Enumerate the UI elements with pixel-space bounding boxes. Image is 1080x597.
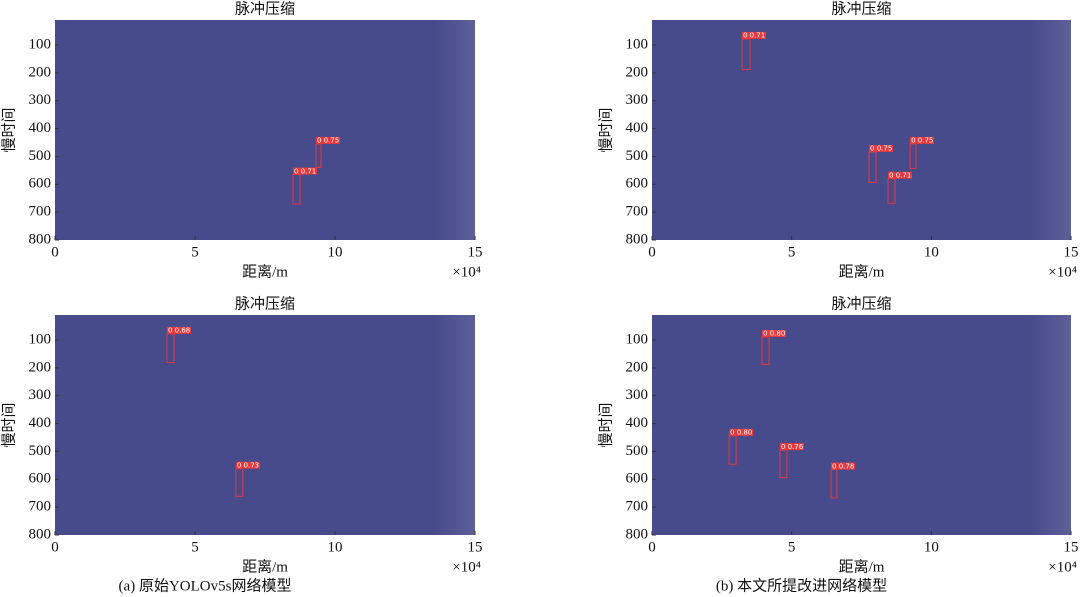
- y-axis-label: 慢时间: [0, 107, 17, 152]
- x-tick-label: 15: [468, 244, 483, 260]
- y-tick-label: 100: [626, 37, 649, 53]
- x-axis-label: 距离/m: [242, 263, 288, 280]
- y-tick-label: 400: [29, 415, 52, 431]
- x-tick-label: 10: [924, 539, 939, 555]
- x-tick-label: 15: [1064, 244, 1079, 260]
- x-tick-label: 0: [648, 539, 656, 555]
- y-tick-label: 600: [626, 176, 649, 192]
- y-tick-label: 600: [29, 471, 52, 487]
- box-label-bg: [235, 461, 260, 469]
- y-tick-label: 500: [29, 148, 52, 164]
- x-tick-label: 15: [468, 539, 483, 555]
- y-axis-label: 慢时间: [0, 402, 17, 447]
- x-tick-label: 0: [648, 244, 656, 260]
- x-tick-label: 5: [191, 539, 199, 555]
- x-axis-label: 距离/m: [839, 263, 885, 280]
- y-tick-label: 500: [29, 443, 52, 459]
- box-label-bg: [729, 428, 754, 436]
- box-label: 0 0.71: [294, 167, 316, 175]
- box-label-bg: [315, 136, 340, 144]
- y-tick-label: 300: [29, 387, 52, 403]
- y-tick-label: 200: [626, 359, 649, 375]
- y-tick-label: 800: [29, 526, 52, 542]
- box-label: 0 0.71: [889, 171, 911, 179]
- y-tick-label: 500: [626, 443, 649, 459]
- box-label: 0 0.78: [832, 462, 854, 470]
- y-tick-label: 100: [29, 332, 52, 348]
- y-tick-label: 700: [626, 499, 649, 515]
- box-label: 0 0.68: [168, 327, 190, 335]
- x-multiplier: ×10⁴: [1048, 559, 1077, 575]
- y-tick-label: 800: [626, 526, 649, 542]
- box-label: 0 0.80: [763, 330, 785, 338]
- x-tick-label: 15: [1064, 539, 1079, 555]
- x-tick-label: 5: [788, 244, 796, 260]
- box-label: 0 0.75: [870, 145, 892, 153]
- y-tick-label: 400: [626, 120, 649, 136]
- image-shade: [652, 20, 1071, 240]
- y-tick-label: 700: [29, 499, 52, 515]
- box-label-bg: [831, 462, 856, 470]
- x-tick-label: 10: [328, 244, 343, 260]
- detection-box: [741, 38, 751, 71]
- box-label-bg: [910, 136, 935, 144]
- y-tick-label: 400: [29, 120, 52, 136]
- x-multiplier: ×10⁴: [1048, 264, 1077, 280]
- y-tick-label: 800: [29, 231, 52, 247]
- y-axis-label: 慢时间: [597, 402, 614, 447]
- x-multiplier: ×10⁴: [452, 559, 481, 575]
- image-shade: [55, 315, 475, 535]
- y-tick-label: 300: [626, 387, 649, 403]
- x-axis-label: 距离/m: [839, 558, 885, 575]
- y-tick-label: 700: [626, 204, 649, 220]
- y-tick-label: 600: [29, 176, 52, 192]
- x-multiplier: ×10⁴: [452, 264, 481, 280]
- y-tick-label: 300: [626, 92, 649, 108]
- box-label-bg: [167, 326, 191, 334]
- y-tick-label: 200: [29, 359, 52, 375]
- y-tick-label: 600: [626, 471, 649, 487]
- y-tick-label: 100: [626, 332, 649, 348]
- caption: (b) 本文所提改进网络模型: [716, 577, 887, 594]
- chart-title: 脉冲压缩: [831, 295, 891, 312]
- image-shade: [55, 20, 475, 240]
- box-label: 0 0.71: [743, 32, 765, 40]
- y-axis-label: 慢时间: [597, 107, 614, 152]
- y-tick-label: 700: [29, 204, 52, 220]
- x-tick-label: 0: [51, 244, 59, 260]
- y-tick-label: 500: [626, 148, 649, 164]
- x-tick-label: 10: [328, 539, 343, 555]
- x-tick-label: 10: [924, 244, 939, 260]
- box-label: 0 0.75: [317, 137, 339, 145]
- box-label-bg: [762, 330, 787, 337]
- box-label: 0 0.75: [911, 137, 933, 145]
- y-tick-label: 800: [626, 231, 649, 247]
- caption: (a) 原始YOLOv5s网络模型: [119, 577, 292, 594]
- image-shade: [652, 315, 1071, 535]
- chart-title: 脉冲压缩: [235, 295, 295, 312]
- y-tick-label: 300: [29, 92, 52, 108]
- x-axis-label: 距离/m: [242, 558, 288, 575]
- y-tick-label: 100: [29, 37, 52, 53]
- box-label-bg: [779, 443, 804, 451]
- x-tick-label: 0: [51, 539, 59, 555]
- box-label: 0 0.80: [730, 429, 752, 437]
- y-tick-label: 200: [626, 64, 649, 80]
- box-label: 0 0.76: [781, 443, 804, 451]
- box-label-bg: [888, 171, 913, 179]
- box-label-bg: [741, 31, 766, 39]
- box-label-bg: [869, 145, 894, 152]
- y-tick-label: 400: [626, 415, 649, 431]
- x-tick-label: 5: [788, 539, 796, 555]
- chart-title: 脉冲压缩: [235, 0, 295, 17]
- box-label: 0 0.73: [237, 461, 259, 469]
- box-label-bg: [293, 167, 317, 175]
- x-tick-label: 5: [191, 244, 199, 260]
- y-tick-label: 200: [29, 64, 52, 80]
- chart-title: 脉冲压缩: [831, 0, 891, 17]
